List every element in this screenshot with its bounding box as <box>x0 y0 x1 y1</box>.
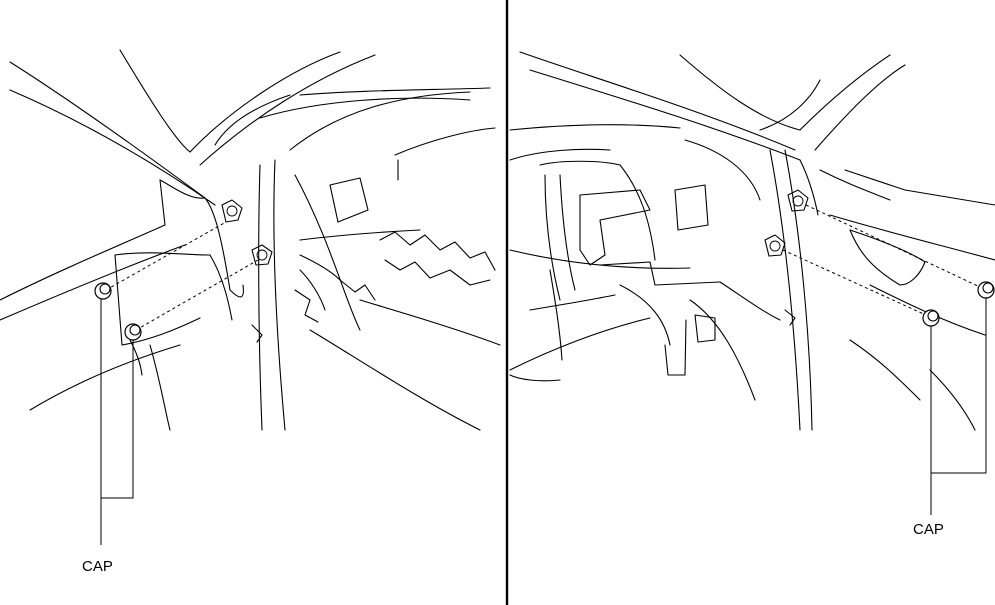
left-vehicle-interior-drawing <box>0 49 501 431</box>
right-vehicle-interior-drawing <box>509 51 995 431</box>
left-guide-line-upper <box>105 221 227 291</box>
left-cap-lower <box>124 323 142 341</box>
right-cap-lower <box>922 309 940 327</box>
left-panel: CAP <box>0 49 501 575</box>
left-callout-leader <box>100 299 134 545</box>
right-cap-label: CAP <box>913 521 944 538</box>
left-cap-label: CAP <box>82 558 113 575</box>
right-cap-upper <box>977 281 995 299</box>
right-fastener-lower <box>764 234 786 257</box>
left-fastener-upper <box>221 199 243 223</box>
left-cap-upper <box>94 282 112 300</box>
right-fastener-upper <box>787 189 809 212</box>
right-callout-leader <box>930 298 987 515</box>
right-panel: CAP <box>509 51 995 538</box>
right-guide-line-upper <box>805 204 983 289</box>
left-fastener-lower <box>251 244 273 266</box>
right-guide-line-lower <box>782 249 929 317</box>
